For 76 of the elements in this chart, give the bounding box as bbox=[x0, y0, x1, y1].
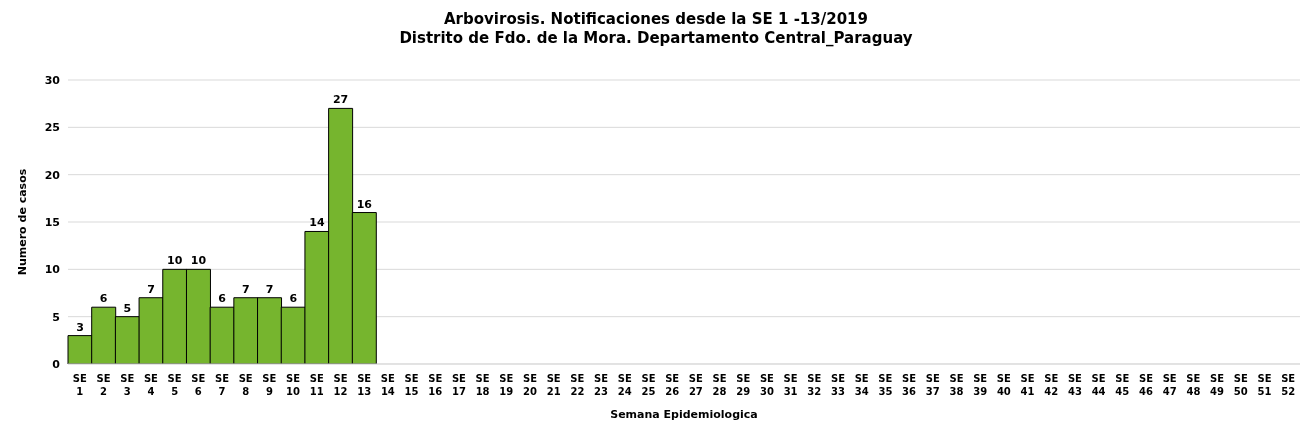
data-label: 14 bbox=[309, 216, 325, 230]
x-tick-label: SE 26 bbox=[665, 373, 680, 397]
x-tick-label: SE 7 bbox=[214, 373, 230, 397]
y-tick-label: 20 bbox=[44, 168, 61, 182]
x-tick-label: SE 34 bbox=[854, 373, 869, 397]
x-tick-label: SE 52 bbox=[1281, 373, 1296, 397]
y-tick-label: 30 bbox=[44, 73, 61, 87]
y-tick-label: 15 bbox=[44, 215, 60, 229]
x-axis-title: Semana Epidemiologica bbox=[610, 408, 758, 421]
x-tick-label: SE 15 bbox=[404, 373, 419, 397]
x-tick-label: SE 28 bbox=[712, 373, 727, 397]
chart-title: Arbovirosis. Notificaciones desde la SE 1 -13/2019 bbox=[443, 10, 869, 29]
x-tick-label: SE 3 bbox=[120, 373, 135, 397]
x-tick-label: SE 22 bbox=[570, 373, 585, 397]
x-tick-label: SE 18 bbox=[475, 373, 490, 397]
x-tick-label: SE 51 bbox=[1257, 373, 1272, 397]
x-tick-label: SE 12 bbox=[333, 373, 348, 397]
x-tick-label: SE 11 bbox=[309, 373, 324, 397]
data-label: 10 bbox=[167, 254, 183, 268]
data-label: 16 bbox=[356, 197, 373, 211]
x-tick-label: SE 24 bbox=[617, 373, 632, 397]
x-tick-label: SE 42 bbox=[1044, 373, 1059, 397]
data-label: 7 bbox=[265, 282, 274, 296]
data-label: 6 bbox=[99, 292, 108, 306]
x-tick-label: SE 43 bbox=[1067, 373, 1083, 397]
x-tick-label: SE 31 bbox=[783, 373, 798, 397]
x-tick-label: SE 30 bbox=[759, 373, 775, 397]
x-tick-label: SE 49 bbox=[1210, 373, 1225, 397]
x-tick-label: SE 17 bbox=[451, 373, 467, 397]
data-label: 7 bbox=[147, 282, 155, 296]
x-tick-label: SE 19 bbox=[499, 373, 514, 397]
x-tick-label: SE 50 bbox=[1233, 373, 1248, 397]
x-tick-label: SE 36 bbox=[902, 373, 917, 397]
x-tick-label: SE 39 bbox=[973, 373, 988, 397]
y-tick-label: 5 bbox=[52, 310, 60, 324]
x-tick-label: SE 13 bbox=[357, 373, 372, 397]
x-tick-label: SE 46 bbox=[1138, 373, 1154, 397]
x-tick-label: SE 8 bbox=[238, 373, 253, 397]
x-tick-label: SE 4 bbox=[143, 373, 159, 397]
x-tick-label: SE 25 bbox=[641, 373, 656, 397]
x-tick-label: SE 47 bbox=[1162, 373, 1177, 397]
y-tick-label: 25 bbox=[44, 121, 60, 135]
x-tick-label: SE 9 bbox=[262, 373, 277, 397]
x-tick-label: SE 2 bbox=[96, 373, 111, 397]
chart-subtitle: Distrito de Fdo. de la Mora. Departamento Central_Paraguay bbox=[398, 29, 914, 48]
data-label: 6 bbox=[289, 292, 298, 306]
x-tick-label: SE 40 bbox=[996, 373, 1012, 397]
data-label: 6 bbox=[218, 292, 227, 306]
y-axis-title: Numero de casos bbox=[15, 168, 29, 276]
x-tick-label: SE 29 bbox=[736, 373, 751, 397]
x-tick-label: SE 37 bbox=[925, 373, 940, 397]
x-tick-label: SE 10 bbox=[286, 373, 301, 397]
x-tick-label: SE 41 bbox=[1020, 373, 1035, 397]
x-tick-label: SE 48 bbox=[1186, 373, 1201, 397]
x-tick-label: SE 5 bbox=[167, 373, 182, 397]
data-label: 5 bbox=[123, 301, 132, 315]
x-tick-label: SE 44 bbox=[1091, 373, 1106, 397]
x-tick-label: SE 32 bbox=[807, 373, 822, 397]
x-tick-label: SE 14 bbox=[380, 373, 396, 397]
data-label: 27 bbox=[332, 93, 349, 107]
x-tick-label: SE 38 bbox=[949, 373, 964, 397]
x-tick-label: SE 21 bbox=[546, 373, 561, 397]
y-tick-label: 10 bbox=[44, 263, 61, 277]
x-tick-label: SE 45 bbox=[1115, 373, 1130, 397]
x-tick-label: SE 20 bbox=[522, 373, 538, 397]
x-tick-label: SE 35 bbox=[878, 373, 893, 397]
x-tick-label: SE 33 bbox=[830, 373, 846, 397]
y-tick-label: 0 bbox=[52, 357, 61, 371]
x-tick-label: SE 1 bbox=[72, 373, 88, 397]
x-tick-label: SE 27 bbox=[688, 373, 704, 397]
x-tick-label: SE 23 bbox=[594, 373, 609, 397]
x-tick-label: SE 6 bbox=[191, 373, 206, 397]
data-label: 3 bbox=[76, 320, 84, 334]
data-label: 7 bbox=[242, 282, 250, 296]
x-tick-label: SE 16 bbox=[428, 373, 443, 397]
data-label: 10 bbox=[190, 254, 207, 268]
